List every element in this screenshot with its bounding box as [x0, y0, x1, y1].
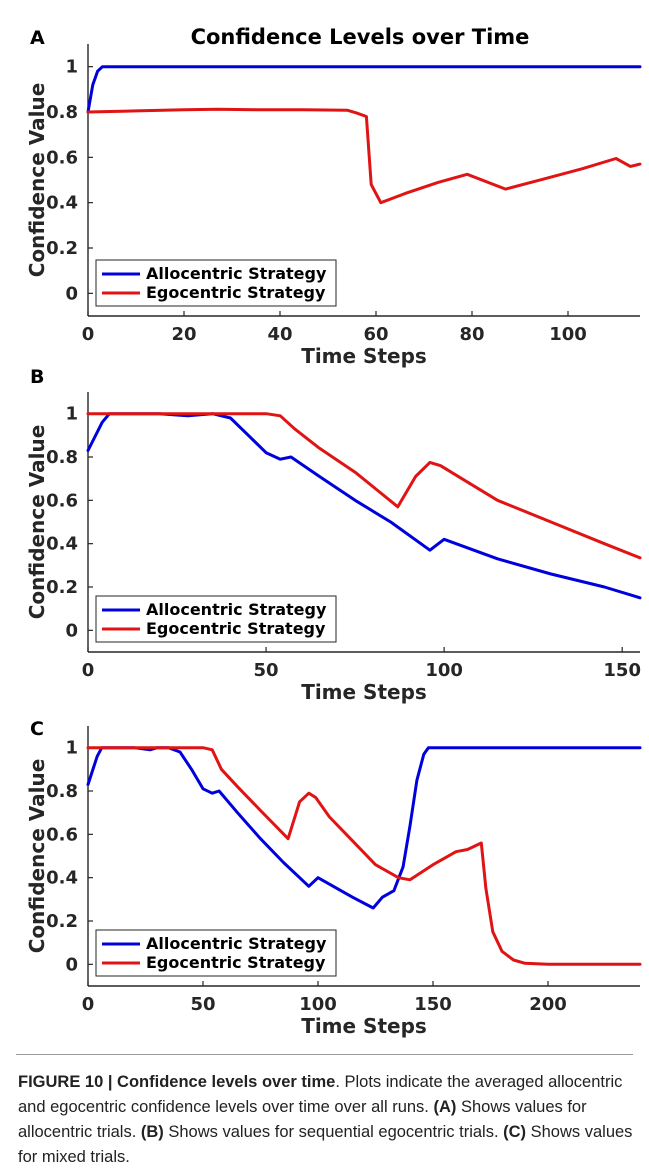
y-tick-label: 1: [65, 404, 78, 425]
caption-divider: [16, 1054, 633, 1055]
legend-label: Allocentric Strategy: [146, 934, 327, 953]
x-tick-label: 0: [82, 660, 95, 681]
y-tick-label: 0: [65, 954, 78, 975]
y-tick-label: 0.6: [46, 824, 78, 845]
panel-letter: B: [30, 366, 44, 388]
series-line-egocentric: [86, 746, 642, 966]
chart-panel-a: A Confidence Levels over Time 0 0.2 0.4 0.6 0.…: [25, 25, 642, 368]
x-axis-label: Time Steps: [301, 344, 427, 368]
y-tick-label: 0.6: [46, 490, 78, 511]
x-tick-label: 0: [82, 994, 95, 1015]
y-tick-label: 0: [65, 620, 78, 641]
legend-box: [95, 929, 337, 977]
chart-title: Confidence Levels over Time: [191, 25, 530, 49]
caption-part-a-text: Shows values for allocentric trials.: [18, 1098, 587, 1141]
legend-label: Egocentric Strategy: [146, 953, 326, 972]
caption-part-c-text: Shows values for mixed trials.: [18, 1123, 633, 1166]
caption-part-c-label: (C): [503, 1123, 527, 1141]
legend-box: [95, 595, 337, 643]
panel-letter: C: [30, 718, 44, 740]
series-line-allocentric: [86, 746, 642, 910]
y-axis-label: Confidence Value: [25, 83, 49, 278]
legend-label: Allocentric Strategy: [146, 264, 327, 283]
y-tick-label: 0.4: [46, 193, 78, 214]
caption-part-b-label: (B): [140, 1123, 164, 1141]
y-tick-label: 0.8: [46, 447, 78, 468]
chart-panel-c: C 0 0.2 0.4 0.6 0.8 1 0 50 100 150 200 Time Steps Con…: [25, 718, 642, 1038]
y-tick-label: 0.4: [46, 534, 78, 555]
x-tick-label: 50: [190, 994, 215, 1015]
panel-letter: A: [30, 27, 45, 49]
x-tick-label: 150: [603, 660, 641, 681]
series-line-allocentric: [86, 65, 642, 114]
y-tick-label: 0.2: [46, 911, 78, 932]
x-tick-label: 0: [82, 324, 95, 345]
series-line-egocentric: [86, 107, 642, 205]
x-tick-label: 50: [254, 660, 279, 681]
y-axis-label: Confidence Value: [25, 425, 49, 620]
series-line-egocentric: [86, 412, 642, 560]
x-tick-label: 40: [267, 324, 292, 345]
caption-label: FIGURE 10 | Confidence levels over time: [18, 1073, 336, 1091]
x-tick-label: 100: [299, 994, 337, 1015]
y-tick-label: 0.6: [46, 147, 78, 168]
chart-panel-b: B 0 0.2 0.4 0.6 0.8 1 0 50 100 150 Time Steps Confid…: [25, 366, 642, 704]
y-tick-label: 0.8: [46, 102, 78, 123]
y-tick-label: 0.4: [46, 868, 78, 889]
caption-part-b-text: Shows values for sequential egocentric t…: [163, 1123, 504, 1141]
x-axis-label: Time Steps: [301, 680, 427, 704]
caption-text: . Plots indicate the averaged allocentri…: [18, 1073, 623, 1116]
caption-part-a-label: (A): [433, 1098, 457, 1116]
series-line-allocentric: [86, 412, 642, 600]
y-axis-label: Confidence Value: [25, 759, 49, 954]
y-tick-label: 1: [65, 57, 78, 78]
y-tick-label: 1: [65, 738, 78, 759]
y-tick-label: 0.2: [46, 577, 78, 598]
x-tick-label: 150: [414, 994, 452, 1015]
legend-label: Allocentric Strategy: [146, 600, 327, 619]
x-tick-label: 20: [171, 324, 196, 345]
y-tick-label: 0.2: [46, 238, 78, 259]
x-tick-label: 80: [459, 324, 484, 345]
x-tick-label: 100: [425, 660, 463, 681]
y-tick-label: 0.8: [46, 781, 78, 802]
x-tick-label: 100: [549, 324, 587, 345]
x-tick-label: 60: [363, 324, 388, 345]
legend-label: Egocentric Strategy: [146, 283, 326, 302]
figure-caption: FIGURE 10 | Confidence levels over time.…: [18, 1070, 633, 1170]
legend-label: Egocentric Strategy: [146, 619, 326, 638]
legend-box: [95, 259, 337, 307]
x-axis-label: Time Steps: [301, 1014, 427, 1038]
x-tick-label: 200: [529, 994, 567, 1015]
y-tick-label: 0: [65, 283, 78, 304]
